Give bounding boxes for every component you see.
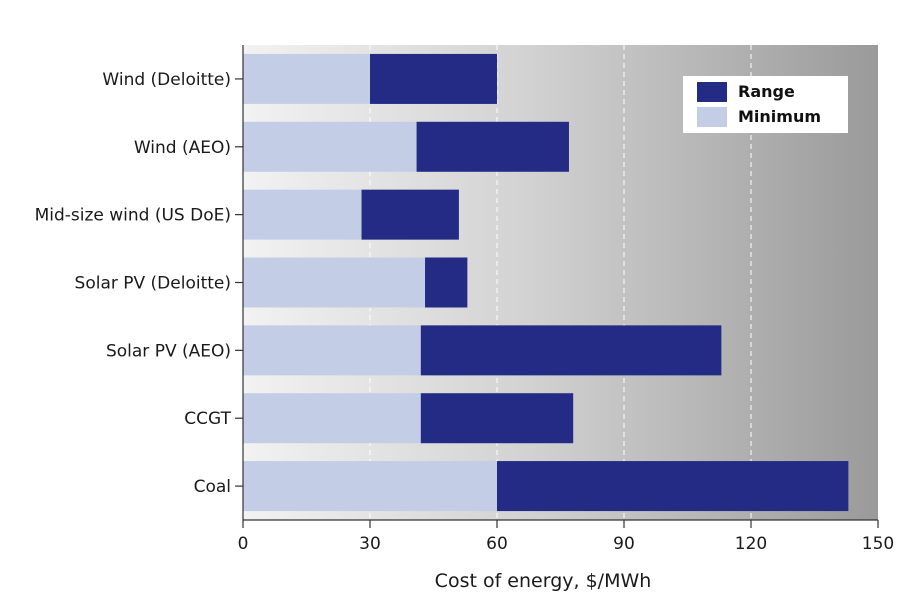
labels: 0 30 60 90 120 150 Wind (Deloitte) Wind (AEO) Mi… [35, 70, 895, 554]
bar-range-mid-size-wind-us-doe [361, 189, 459, 240]
x-axis-title: Cost of energy, $/MWh [435, 570, 652, 592]
x-tick-label-60: 60 [486, 534, 508, 554]
bar-minimum-coal [243, 461, 497, 512]
bar-minimum-wind-deloitte [243, 53, 370, 104]
x-tick-label-90: 90 [613, 534, 635, 554]
category-label-solar-pv-aeo: Solar PV (AEO) [106, 341, 231, 361]
bar-minimum-solar-pv-aeo [243, 325, 421, 376]
legend-swatch-minimum [697, 107, 727, 127]
category-label-mid-size-wind-us-doe: Mid-size wind (US DoE) [35, 206, 231, 226]
category-label-wind-aeo: Wind (AEO) [134, 138, 231, 158]
legend-label-minimum: Minimum [738, 107, 821, 126]
x-tick-label-30: 30 [359, 534, 381, 554]
bar-range-wind-deloitte [370, 53, 497, 104]
bar-minimum-mid-size-wind-us-doe [243, 189, 362, 240]
bar-minimum-solar-pv-deloitte [243, 257, 426, 308]
category-label-solar-pv-deloitte: Solar PV (Deloitte) [75, 274, 231, 294]
bar-range-solar-pv-deloitte [425, 257, 468, 308]
bar-range-coal [497, 461, 849, 512]
category-label-wind-deloitte: Wind (Deloitte) [102, 70, 231, 90]
bar-range-ccgt [420, 393, 574, 444]
x-tick-label-150: 150 [862, 534, 894, 554]
bar-range-solar-pv-aeo [420, 325, 722, 376]
legend: Range Minimum [683, 76, 848, 133]
bar-minimum-wind-aeo [243, 121, 417, 172]
x-tick-label-120: 120 [735, 534, 767, 554]
category-label-coal: Coal [194, 477, 231, 497]
bars [243, 53, 849, 512]
legend-label-range: Range [738, 82, 795, 101]
bar-range-wind-aeo [416, 121, 569, 172]
category-label-ccgt: CCGT [184, 409, 231, 429]
x-tick-label-0: 0 [238, 534, 249, 554]
legend-swatch-range [697, 82, 727, 102]
bar-minimum-ccgt [243, 393, 421, 444]
